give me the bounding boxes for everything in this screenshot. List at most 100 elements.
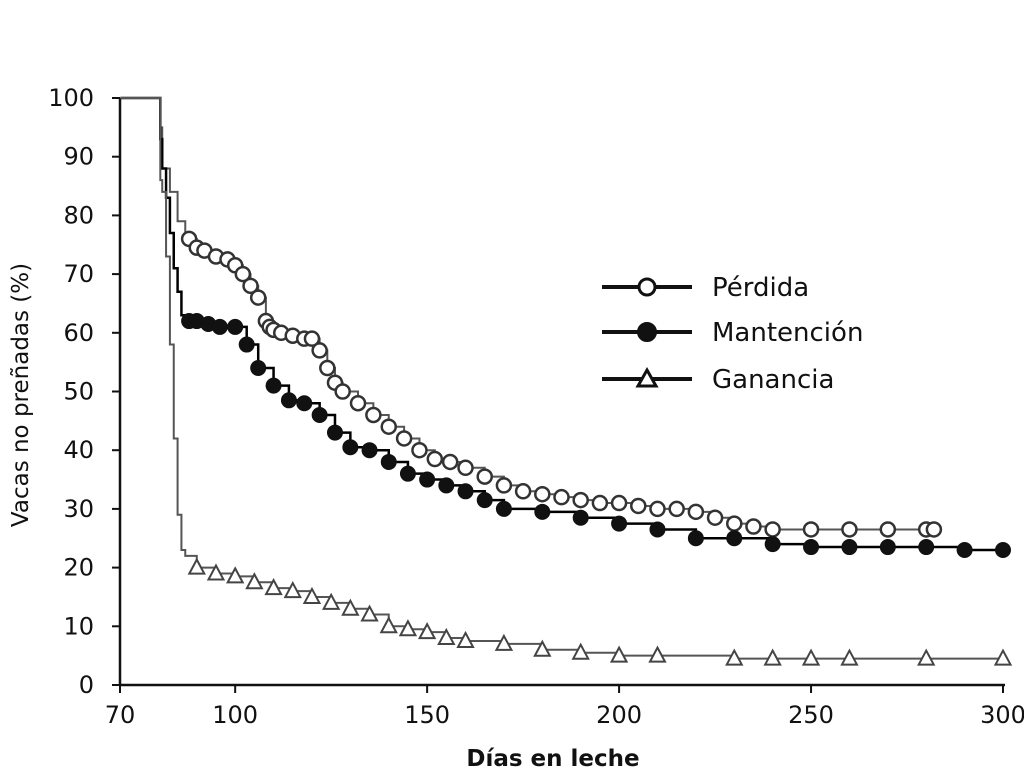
y-tick-label: 90 <box>63 143 94 171</box>
data-point <box>399 465 416 482</box>
y-tick-label: 0 <box>79 671 94 699</box>
y-tick-label: 10 <box>63 612 94 640</box>
y-axis-title: Vacas no preñadas (%) <box>8 263 34 527</box>
data-point <box>457 459 474 477</box>
data-point <box>956 541 973 558</box>
y-tick-label: 40 <box>63 436 94 464</box>
data-point <box>417 622 437 640</box>
legend-label-ganancia: Ganancia <box>712 365 834 395</box>
data-point <box>553 488 570 506</box>
legend-marker-filled-circle <box>637 322 657 342</box>
data-point <box>303 330 321 347</box>
series-line <box>120 97 934 531</box>
data-point <box>706 509 724 526</box>
data-point <box>925 521 943 538</box>
data-point <box>238 336 255 353</box>
data-point <box>918 539 935 556</box>
data-point <box>242 277 259 295</box>
data-point <box>250 360 267 377</box>
legend-marker-open-circle <box>637 277 657 297</box>
data-point <box>457 483 474 500</box>
data-point <box>311 406 328 423</box>
data-point <box>993 648 1013 666</box>
data-point <box>572 491 589 509</box>
legend-marker-open-triangle <box>635 366 659 388</box>
legend-item-mantencion: Mantención <box>602 318 863 348</box>
data-point <box>745 518 762 535</box>
data-point <box>763 648 782 666</box>
y-ticks: 0 10 20 30 40 50 60 70 80 90 100 <box>48 84 120 699</box>
data-point <box>572 509 589 526</box>
data-point <box>426 450 444 468</box>
x-tick-label: 200 <box>596 701 642 729</box>
legend-label-perdida: Pérdida <box>712 273 809 303</box>
data-point <box>437 627 456 646</box>
data-point <box>495 477 513 494</box>
data-point <box>234 265 252 283</box>
y-tick-label: 50 <box>63 378 94 406</box>
data-point <box>764 536 781 553</box>
data-point <box>441 453 459 471</box>
data-point <box>611 515 628 532</box>
data-point <box>591 494 609 512</box>
data-point <box>411 441 428 459</box>
x-tick-label: 300 <box>980 701 1024 729</box>
data-point <box>361 442 378 459</box>
legend: Pérdida Mantención Ganancia <box>602 273 863 395</box>
data-point <box>206 563 226 581</box>
data-point <box>630 497 647 515</box>
data-point <box>438 477 455 494</box>
data-point <box>319 359 336 377</box>
data-point <box>283 580 302 599</box>
data-point <box>296 395 313 412</box>
data-point <box>648 645 667 663</box>
data-point <box>917 648 936 666</box>
data-point <box>379 616 398 634</box>
data-point <box>280 392 297 409</box>
data-point <box>380 418 397 435</box>
legend-item-ganancia: Ganancia <box>602 365 834 395</box>
y-tick-label: 60 <box>63 319 94 347</box>
data-point <box>668 500 685 518</box>
data-point <box>302 586 322 604</box>
data-point <box>311 342 328 359</box>
x-tick-label: 150 <box>404 701 450 729</box>
series-line <box>120 96 1003 552</box>
data-point <box>321 592 341 610</box>
data-point <box>187 557 206 575</box>
data-point <box>995 541 1011 558</box>
series-layer <box>120 96 1013 666</box>
plot-area <box>118 98 1005 687</box>
data-point <box>265 377 282 394</box>
data-point <box>211 318 228 335</box>
series-line <box>120 97 1003 660</box>
data-point <box>227 318 244 335</box>
data-point <box>879 539 896 556</box>
data-point <box>687 503 705 521</box>
data-point <box>249 289 267 306</box>
data-point <box>360 604 379 622</box>
data-point <box>334 383 351 400</box>
y-tick-label: 80 <box>63 201 94 229</box>
data-point <box>534 485 551 503</box>
data-point <box>841 539 858 556</box>
data-point <box>342 439 359 456</box>
data-point <box>495 500 512 517</box>
data-point <box>764 521 781 538</box>
data-point <box>879 521 897 538</box>
data-point <box>341 598 360 616</box>
data-point <box>726 515 743 532</box>
legend-item-perdida: Pérdida <box>602 273 809 303</box>
data-point <box>476 492 493 509</box>
data-point <box>494 633 514 651</box>
data-point <box>649 500 666 518</box>
data-point <box>349 394 367 412</box>
data-point <box>226 566 245 584</box>
data-point <box>803 539 820 556</box>
data-point <box>801 648 821 666</box>
data-point <box>609 645 629 663</box>
data-point <box>326 424 343 441</box>
data-point <box>264 578 283 596</box>
data-point <box>419 471 436 488</box>
y-tick-label: 100 <box>48 84 94 112</box>
